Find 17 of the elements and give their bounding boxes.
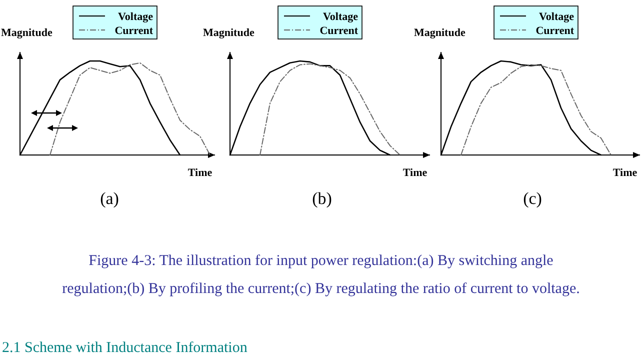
legend-label: Voltage: [322, 11, 358, 23]
text: (a): [100, 189, 119, 208]
caption: Figure 4-3: The illustration for input power regulation:(a) By switching angle regulation;(b) By profiling the current;(c) By regulating the ratio of current to voltage.: [62, 253, 580, 297]
y-axis-title: Magnitude: [1, 27, 52, 39]
x-axis-title: Time: [402, 167, 428, 179]
text: 2.1 Scheme with Inductance Information: [2, 340, 248, 356]
legend-label: Voltage: [538, 11, 574, 23]
y-axis-title: Magnitude: [203, 27, 254, 39]
legend-label: Current: [536, 25, 574, 37]
legend-label: Current: [320, 25, 358, 37]
x-axis-title: Time: [612, 167, 638, 179]
text: (b): [312, 189, 332, 208]
y-axis-title: Magnitude: [414, 27, 466, 39]
x-axis-title: Time: [188, 167, 212, 179]
legend-label: Current: [114, 25, 154, 37]
text: (c): [523, 189, 542, 208]
legend-label: Voltage: [118, 11, 154, 23]
